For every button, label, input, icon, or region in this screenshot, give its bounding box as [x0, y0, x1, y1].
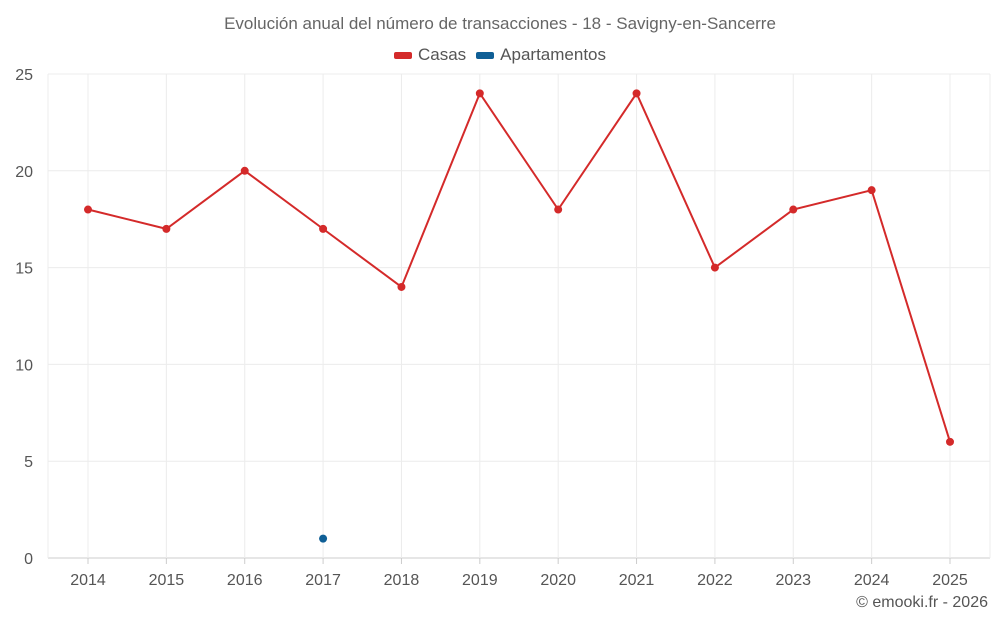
data-point-casas[interactable] — [789, 205, 798, 214]
legend-swatch-apartamentos — [476, 51, 495, 59]
x-tick-label: 2024 — [854, 572, 890, 589]
credit-text: © emooki.fr - 2026 — [856, 594, 988, 611]
legend-item-casas[interactable]: Casas — [393, 45, 467, 65]
legend-swatch-casas — [393, 51, 412, 59]
data-point-casas[interactable] — [319, 224, 328, 233]
grid — [47, 73, 991, 559]
series — [84, 89, 954, 543]
data-point-casas[interactable] — [162, 224, 171, 233]
legend-item-apartamentos[interactable]: Apartamentos — [476, 45, 606, 65]
x-tick-label: 2021 — [619, 572, 655, 589]
data-point-casas[interactable] — [397, 282, 406, 291]
legend-label-casas: Casas — [417, 45, 467, 64]
data-point-apartamentos[interactable] — [319, 534, 328, 543]
y-tick-label: 10 — [15, 357, 33, 374]
x-tick-label: 2022 — [697, 572, 733, 589]
series-line-casas — [87, 91, 951, 443]
data-point-casas[interactable] — [554, 205, 563, 214]
y-tick-label: 25 — [15, 67, 33, 84]
x-tick-label: 2017 — [305, 572, 341, 589]
y-tick-label: 0 — [24, 551, 33, 568]
chart-title: Evolución anual del número de transaccio… — [224, 14, 776, 33]
x-tick-label: 2015 — [149, 572, 185, 589]
x-tick-label: 2025 — [932, 572, 968, 589]
data-point-casas[interactable] — [710, 263, 719, 272]
y-tick-label: 5 — [24, 454, 33, 471]
data-point-casas[interactable] — [632, 89, 641, 98]
y-tick-label: 15 — [15, 261, 33, 278]
data-point-casas[interactable] — [84, 205, 92, 214]
legend-label-apartamentos: Apartamentos — [500, 45, 607, 64]
x-tick-label: 2020 — [540, 572, 576, 589]
x-tick-label: 2023 — [775, 572, 811, 589]
data-point-casas[interactable] — [867, 186, 876, 195]
data-point-casas[interactable] — [946, 437, 954, 446]
x-tick-label: 2016 — [227, 572, 263, 589]
data-point-casas[interactable] — [475, 89, 484, 98]
legend: Casas Apartamentos — [0, 45, 1000, 65]
x-tick-label: 2019 — [462, 572, 498, 589]
x-tick-label: 2018 — [384, 572, 420, 589]
data-point-casas[interactable] — [240, 166, 249, 175]
y-tick-label: 20 — [15, 164, 33, 181]
x-tick-label: 2014 — [70, 572, 106, 589]
